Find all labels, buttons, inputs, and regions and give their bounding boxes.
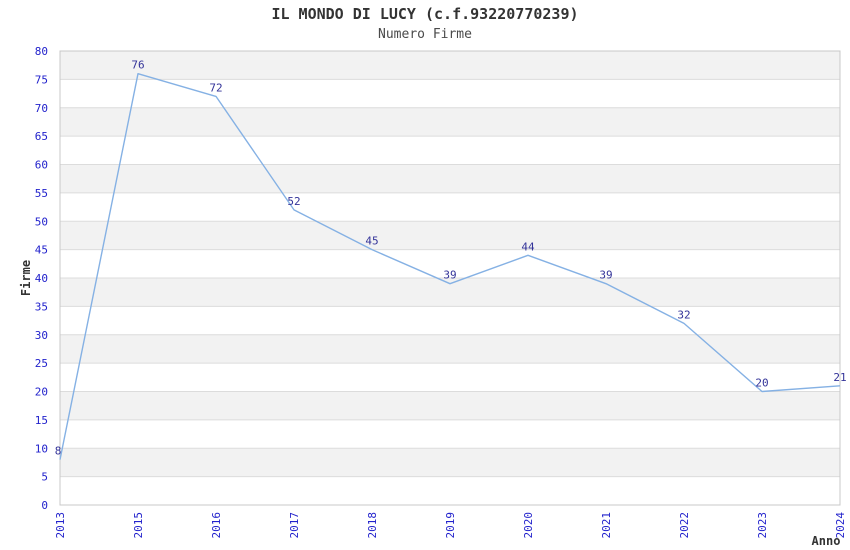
grid-band <box>60 51 840 80</box>
x-tick-label: 2024 <box>834 512 847 539</box>
x-tick-label: 2020 <box>522 512 535 539</box>
chart-subtitle: Numero Firme <box>378 27 472 42</box>
y-tick-label: 40 <box>35 272 48 285</box>
value-label: 45 <box>365 235 378 248</box>
grid-band <box>60 448 840 477</box>
y-tick-label: 45 <box>35 244 48 257</box>
x-tick-label: 2021 <box>600 512 613 539</box>
y-tick-label: 80 <box>35 45 48 58</box>
x-tick-label: 2013 <box>54 512 67 539</box>
y-tick-label: 0 <box>41 499 48 512</box>
x-tick-label: 2019 <box>444 512 457 539</box>
y-tick-label: 60 <box>35 159 48 172</box>
y-tick-label: 25 <box>35 357 48 370</box>
y-tick-label: 20 <box>35 386 48 399</box>
x-tick-label: 2015 <box>132 512 145 539</box>
grid-band <box>60 164 840 193</box>
y-tick-label: 15 <box>35 414 48 427</box>
grid-band <box>60 391 840 420</box>
chart-title: IL MONDO DI LUCY (c.f.93220770239) <box>271 5 579 23</box>
value-label: 76 <box>131 59 144 72</box>
y-tick-label: 35 <box>35 300 48 313</box>
value-label: 32 <box>677 308 690 321</box>
x-tick-label: 2017 <box>288 512 301 539</box>
grid-band <box>60 278 840 307</box>
plot-border <box>59 50 841 506</box>
y-tick-label: 70 <box>35 102 48 115</box>
value-label: 21 <box>833 371 846 384</box>
y-tick-label: 65 <box>35 130 48 143</box>
x-tick-label: 2023 <box>756 512 769 539</box>
value-label: 52 <box>287 195 300 208</box>
value-label: 72 <box>209 81 222 94</box>
grid-band <box>60 334 840 364</box>
y-tick-label: 10 <box>35 442 48 455</box>
value-label: 20 <box>755 377 768 390</box>
y-tick-label: 5 <box>41 471 48 484</box>
grid-band <box>60 221 840 250</box>
y-tick-label: 30 <box>35 329 48 342</box>
x-tick-label: 2016 <box>210 512 223 539</box>
value-label: 39 <box>443 269 456 282</box>
y-tick-label: 75 <box>35 73 48 86</box>
y-tick-label: 50 <box>35 215 48 228</box>
y-tick-label: 55 <box>35 187 48 200</box>
value-label: 8 <box>55 445 62 458</box>
value-label: 39 <box>599 269 612 282</box>
y-axis-title: Firme <box>19 260 33 296</box>
x-tick-label: 2018 <box>366 512 379 539</box>
x-axis-title: Anno <box>812 534 841 548</box>
data-line <box>59 72 841 460</box>
grid-band <box>60 107 840 137</box>
x-tick-label: 2022 <box>678 512 691 539</box>
value-label: 44 <box>521 240 535 253</box>
